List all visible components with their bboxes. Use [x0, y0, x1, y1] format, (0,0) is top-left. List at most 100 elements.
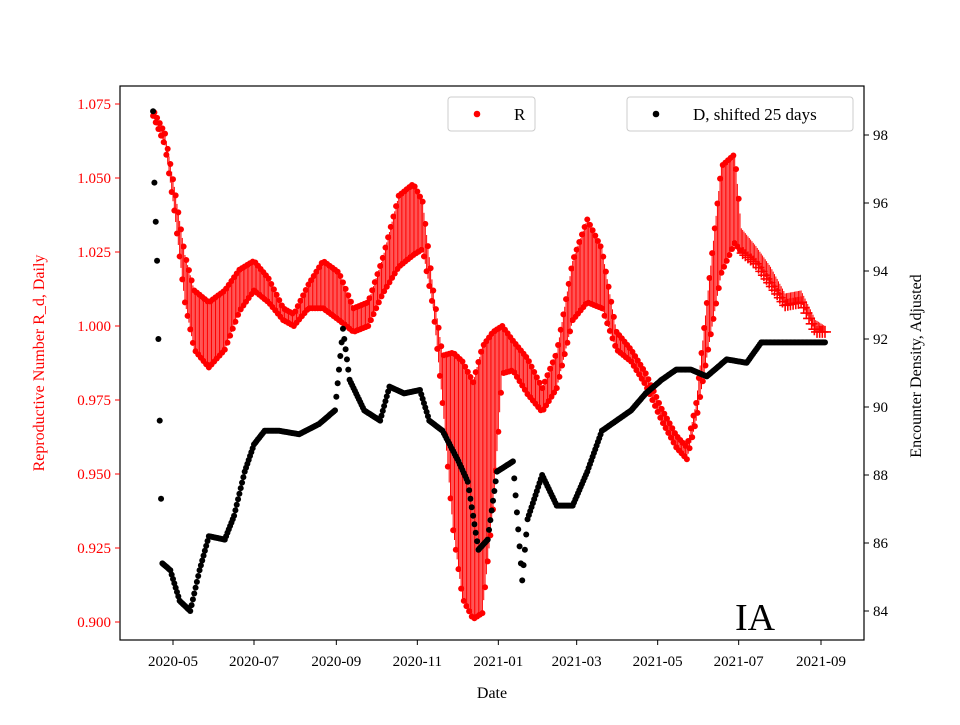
r-point [726, 251, 733, 258]
r-point [385, 234, 392, 241]
r-point [163, 151, 170, 158]
r-point [416, 193, 423, 200]
d-point [486, 526, 493, 533]
r-point [366, 295, 373, 302]
r-point [689, 434, 696, 441]
r-point [705, 346, 712, 353]
r-point [439, 399, 446, 406]
r-point [172, 192, 179, 199]
legend-d[interactable]: D, shifted 25 days [626, 96, 854, 132]
r-point [235, 311, 242, 318]
r-point [552, 352, 559, 359]
r-point [292, 308, 299, 315]
x-tick-label: 2021-09 [796, 654, 846, 670]
r-point-plus [818, 325, 831, 338]
r-series [150, 109, 831, 622]
legend-r[interactable]: R [447, 96, 536, 132]
d-point [464, 478, 471, 485]
d-point [491, 488, 498, 495]
r-point [656, 399, 662, 406]
r-point [347, 298, 354, 305]
r-point [729, 246, 736, 253]
r-point [567, 328, 574, 335]
r-point [369, 287, 376, 294]
d-point [516, 543, 523, 550]
r-point [426, 283, 433, 290]
r-point [686, 445, 693, 452]
r-point [414, 188, 421, 195]
r-point [666, 420, 673, 427]
r-point [707, 331, 714, 338]
r-point [539, 385, 546, 392]
r-point [294, 303, 301, 310]
r-point [339, 279, 346, 286]
d-point [204, 538, 211, 545]
r-point [377, 262, 384, 269]
d-point [235, 496, 242, 503]
d-point [188, 602, 195, 609]
r-point [701, 324, 708, 331]
d-point [339, 325, 346, 332]
y-left-tick-label: 0.975 [77, 393, 111, 409]
r-point [435, 324, 442, 331]
r-point [371, 279, 378, 286]
d-point [487, 517, 494, 524]
r-point [557, 326, 564, 333]
r-point [543, 402, 550, 409]
r-point [378, 293, 385, 300]
d-point [472, 529, 479, 536]
y-left-tick-label: 1.025 [77, 245, 111, 261]
r-point [467, 374, 474, 381]
d-point [511, 475, 518, 482]
r-point [176, 253, 183, 260]
d-point [381, 403, 388, 410]
y-right-tick-label: 84 [873, 604, 889, 620]
r-point [669, 425, 676, 432]
d-point [468, 504, 475, 511]
r-point [589, 227, 596, 234]
r-point [606, 327, 613, 334]
r-point [658, 405, 665, 412]
y-left-tick-label: 1.075 [77, 97, 111, 113]
r-point [383, 283, 390, 290]
r-point [711, 225, 718, 232]
r-point [594, 237, 601, 244]
r-point [733, 166, 740, 173]
x-tick-label: 2020-11 [393, 654, 442, 670]
x-tick-label: 2021-05 [633, 654, 683, 670]
r-point [276, 297, 283, 304]
r-point [430, 287, 437, 294]
d-point [821, 339, 828, 346]
d-point [343, 356, 350, 363]
r-point [472, 369, 479, 376]
r-point [420, 253, 427, 260]
d-point [150, 108, 157, 115]
r-point [600, 253, 607, 260]
r-point [556, 373, 563, 380]
y-left-tick-label: 1.000 [77, 319, 111, 335]
r-point [458, 585, 465, 592]
y-left-tick-label: 0.925 [77, 541, 111, 557]
r-point [154, 114, 161, 121]
d-point [474, 538, 481, 545]
d-point [232, 507, 239, 514]
legend-d-box [626, 96, 854, 132]
r-point [462, 363, 469, 370]
y-right-tick-label: 98 [873, 128, 888, 144]
y-left-tick-label: 0.900 [77, 615, 111, 631]
r-point [382, 244, 389, 251]
r-point [422, 220, 429, 227]
d-point [378, 412, 385, 419]
r-point [300, 292, 307, 299]
r-point [601, 312, 608, 319]
r-point [482, 584, 489, 591]
r-point [544, 372, 551, 379]
r-point [561, 351, 568, 358]
r-point [221, 346, 228, 353]
r-point [227, 332, 234, 339]
r-point [730, 152, 737, 159]
r-point [170, 176, 176, 183]
d-point [192, 584, 199, 591]
d-point [377, 417, 384, 424]
d-point [237, 485, 244, 492]
